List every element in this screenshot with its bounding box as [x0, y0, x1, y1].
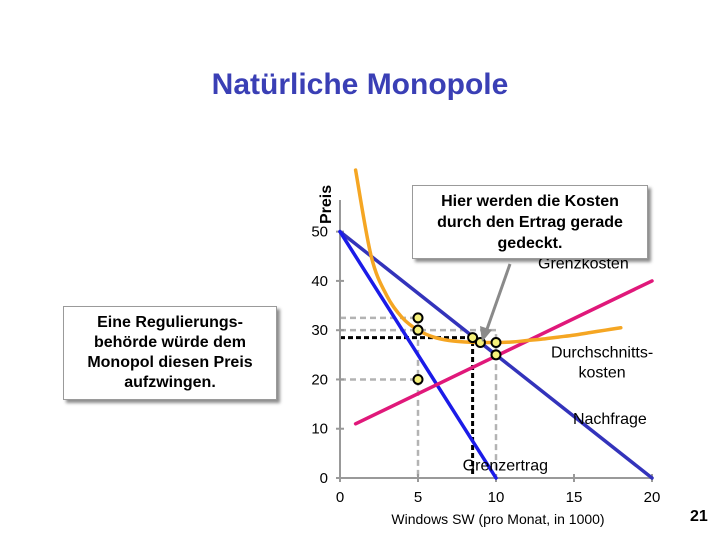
axes: Preis Windows SW (pro Monat, in 1000) — [318, 185, 652, 527]
marker-point-1 — [412, 312, 424, 324]
x-tick-label-20: 20 — [644, 489, 661, 506]
y-tick-label-50: 50 — [311, 224, 328, 241]
x-tick-label-0: 0 — [336, 489, 344, 506]
guide-line-3 — [340, 328, 498, 478]
x-tick-label-15: 15 — [566, 489, 583, 506]
marker-point-3 — [412, 373, 424, 385]
slide-number: 21 — [690, 508, 708, 525]
slide-title: Natürliche Monopole — [211, 68, 509, 101]
tick-labels: 0 10 20 30 40 50 0 5 10 15 20 — [311, 224, 660, 506]
y-tick-label-0: 0 — [320, 470, 328, 487]
marker-point-2 — [412, 324, 424, 336]
y-tick-label-20: 20 — [311, 371, 328, 388]
curve-label-grenzertrag: Grenzertrag — [463, 458, 548, 475]
y-tick-label-40: 40 — [311, 273, 328, 290]
callout-arrow — [480, 263, 512, 342]
marker-point-7 — [490, 349, 502, 361]
markers — [412, 312, 502, 385]
callout-regulator: Eine Regulierungs- behörde würde dem Mon… — [63, 306, 277, 400]
marker-point-6 — [490, 337, 502, 348]
x-tick-label-5: 5 — [414, 489, 422, 506]
series-line-grenzkosten — [353, 279, 654, 426]
guide-line-1 — [340, 316, 420, 478]
series-line-grenzertrag — [338, 229, 498, 480]
x-axis-label: Windows SW (pro Monat, in 1000) — [391, 511, 604, 527]
curve-label-grenzkosten: Grenzkosten — [538, 256, 629, 273]
curve-label-durchschnitts-kosten: Durchschnitts-kosten — [551, 344, 653, 381]
y-tick-label-10: 10 — [311, 421, 328, 438]
annotations: Grenzkosten Durchschnitts-kosten Nachfrage… — [463, 256, 654, 475]
y-axis-label: Preis — [318, 185, 335, 224]
y-tick-label-30: 30 — [311, 322, 328, 339]
series-line-durchschnitts-kosten — [353, 168, 623, 345]
callout-cost-covered: Hier werden die Kosten durch den Ertrag … — [412, 185, 648, 259]
marker-point-4 — [467, 332, 479, 344]
curve-label-nachfrage: Nachfrage — [573, 411, 647, 428]
x-tick-label-10: 10 — [488, 489, 505, 506]
